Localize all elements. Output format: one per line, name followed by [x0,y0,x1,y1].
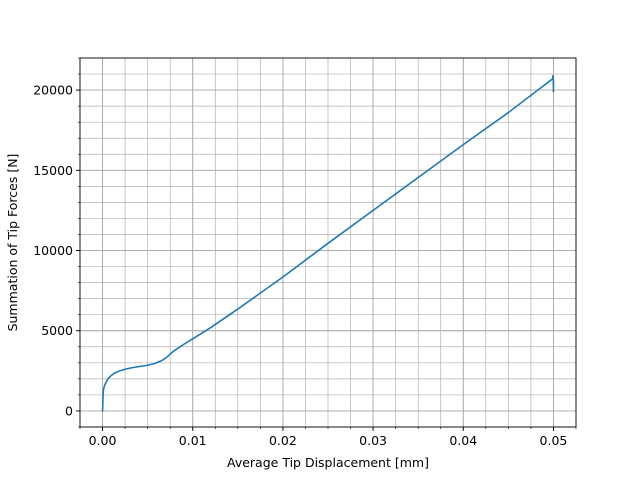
y-tick-label: 20000 [33,83,73,98]
plot-frame [79,57,577,428]
x-tick-label: 0.05 [540,433,568,448]
x-tick-label: 0.00 [89,433,117,448]
y-tick-label: 10000 [33,243,73,258]
tick-labels: 0.00 0.01 0.02 0.03 0.04 0.05 0 5000 10000 15000 2… [33,83,567,448]
y-tick-label: 0 [65,403,73,418]
x-axis-label: Average Tip Displacement [mm] [227,455,429,470]
x-tick-label: 0.04 [449,433,477,448]
x-tick-label: 0.01 [179,433,207,448]
y-axis-label: Summation of Tip Forces [N] [5,154,20,332]
y-tick-label: 15000 [33,163,73,178]
x-tick-label: 0.02 [269,433,297,448]
x-tick-label: 0.03 [359,433,387,448]
y-tick-label: 5000 [41,323,73,338]
series-line [101,74,555,412]
major-grid [80,58,576,427]
